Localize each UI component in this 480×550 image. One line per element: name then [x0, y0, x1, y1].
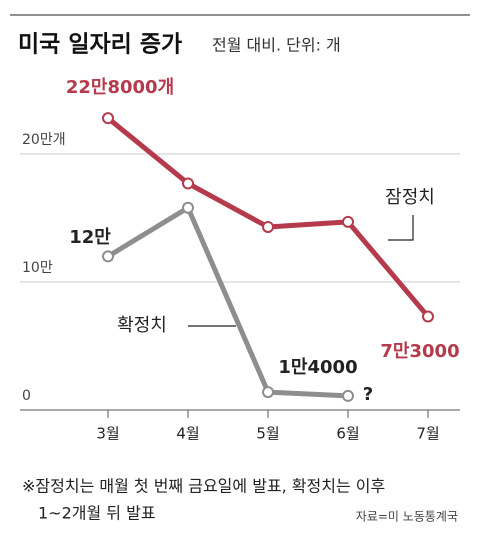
- y-tick-label: 10만: [22, 260, 53, 276]
- point: [262, 386, 274, 399]
- x-tick-label: 4월: [176, 425, 199, 443]
- point: [102, 250, 114, 263]
- y-tick-label: 0: [22, 388, 31, 404]
- point: [342, 215, 354, 228]
- x-tick-label: 7월: [416, 425, 439, 443]
- chart-title: 미국 일자리 증가: [18, 32, 182, 58]
- series-line: [106, 116, 430, 319]
- point: [182, 177, 194, 190]
- chart-subtitle: 전월 대비. 단위: 개: [212, 36, 341, 55]
- point: [262, 220, 274, 233]
- x-tick-label: 3월: [96, 425, 119, 443]
- value-label: 7만3000: [380, 341, 459, 362]
- footnote: 1~2개월 뒤 발표: [38, 504, 156, 523]
- footnote: ※잠정치는 매월 첫 번째 금요일에 발표, 확정치는 이후: [22, 477, 385, 496]
- value-label: 12만: [69, 227, 111, 248]
- source: 자료=미 노동통계국: [356, 510, 458, 524]
- leader-line: [388, 215, 414, 241]
- point: [422, 310, 434, 323]
- value-label: 1만4000: [278, 357, 357, 378]
- point: [102, 112, 114, 125]
- value-label: 22만8000개: [66, 77, 174, 98]
- y-tick-label: 20만개: [22, 132, 66, 148]
- x-tick-label: 6월: [336, 425, 359, 443]
- point: [182, 201, 194, 214]
- x-tick-label: 5월: [256, 425, 279, 443]
- point: [342, 389, 354, 402]
- legend-label: 확정치: [117, 315, 167, 336]
- annotation: ?: [363, 384, 373, 405]
- series-line: [106, 205, 349, 399]
- legend-label: 잠정치: [385, 187, 435, 208]
